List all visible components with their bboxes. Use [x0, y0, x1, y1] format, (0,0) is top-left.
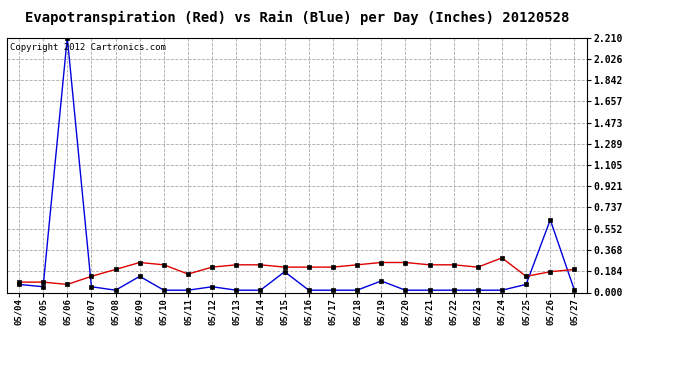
Text: Copyright 2012 Cartronics.com: Copyright 2012 Cartronics.com: [10, 43, 166, 52]
Text: Evapotranspiration (Red) vs Rain (Blue) per Day (Inches) 20120528: Evapotranspiration (Red) vs Rain (Blue) …: [25, 11, 569, 26]
